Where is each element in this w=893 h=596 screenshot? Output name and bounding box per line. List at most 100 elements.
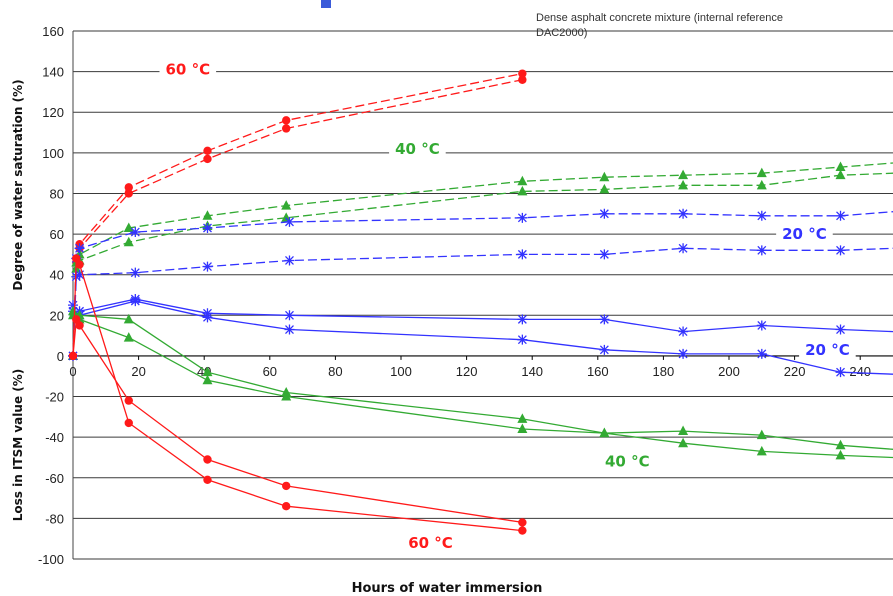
x-tick-label: 160 (587, 364, 609, 379)
series-annotation: 60 °C (165, 61, 210, 79)
data-point (130, 296, 141, 307)
data-point (678, 179, 689, 190)
annotation-background (402, 532, 459, 553)
data-point (202, 374, 213, 385)
data-point (599, 171, 610, 182)
x-tick-label: 200 (718, 364, 740, 379)
data-point (517, 423, 528, 434)
data-point (835, 367, 846, 378)
data-point (678, 243, 689, 254)
series-annotation: 40 °C (605, 453, 650, 471)
x-tick-label: 20 (131, 364, 145, 379)
series-line (72, 317, 523, 524)
x-tick-label: 120 (456, 364, 478, 379)
annotation-background (776, 224, 833, 245)
data-point (203, 154, 212, 164)
data-point (518, 518, 527, 527)
y-axis-title-itsm: Loss in ITSM value (%) (11, 369, 25, 521)
data-point (678, 208, 689, 219)
title-fragment (321, 0, 331, 8)
data-point (203, 455, 212, 464)
y-tick-label: -20 (45, 390, 64, 405)
data-point (282, 124, 291, 133)
data-point (678, 425, 689, 436)
data-point (124, 396, 133, 405)
data-point (123, 236, 134, 247)
data-point (68, 300, 78, 311)
data-point (678, 437, 689, 448)
y-tick-label: 60 (50, 227, 64, 242)
data-point (599, 314, 610, 325)
x-tick-label: 140 (521, 364, 543, 379)
data-point (517, 175, 528, 186)
data-point (281, 212, 292, 222)
y-tick-label: -40 (45, 430, 64, 445)
data-point (281, 200, 292, 210)
y-tick-labels: -100 -80 -60 -40 -20 0 20 40 60 80 100 120 140 160 (38, 24, 64, 567)
data-point (123, 222, 134, 232)
data-point (124, 418, 133, 428)
data-point (835, 210, 846, 221)
data-point (756, 445, 767, 456)
data-point (203, 475, 212, 484)
data-point (835, 169, 846, 180)
x-axis-title: Hours of water immersion (352, 581, 543, 596)
data-point (123, 313, 134, 324)
annotation-background (799, 339, 856, 360)
data-point (124, 189, 133, 198)
data-point (756, 320, 767, 331)
data-point (202, 366, 213, 377)
y-tick-label: 0 (57, 349, 64, 364)
grid-lines (72, 30, 893, 560)
series-itsm-40C (68, 305, 893, 450)
series-saturation-60C (68, 69, 527, 361)
series-line (72, 162, 893, 356)
data-point (756, 179, 767, 190)
data-point (284, 324, 295, 335)
y-tick-label: -60 (45, 471, 64, 486)
series-line (72, 247, 893, 356)
data-point (74, 269, 85, 280)
data-point (599, 427, 610, 438)
data-point (282, 116, 291, 125)
annotation-background (159, 59, 217, 80)
x-tick-label: 220 (784, 364, 806, 379)
data-point (599, 344, 610, 355)
y-tick-label: 80 (50, 186, 64, 201)
data-point (518, 75, 527, 84)
data-point (835, 245, 846, 256)
series-annotation: 40 °C (395, 140, 440, 158)
data-point (517, 212, 528, 223)
data-point (203, 146, 212, 156)
chart-note-line-2: DAC2000) (536, 27, 587, 39)
data-point (517, 334, 528, 345)
data-point (75, 260, 84, 269)
y-tick-label: -100 (38, 552, 64, 567)
data-point (517, 413, 528, 423)
x-tick-label: 0 (69, 364, 76, 379)
data-point (835, 449, 846, 460)
x-tick-label: 80 (328, 364, 342, 379)
annotation-background (389, 138, 446, 159)
title-mask (0, 0, 373, 22)
data-point (202, 210, 213, 220)
x-tick-label: 240 (849, 364, 871, 379)
y-tick-label: 100 (42, 146, 64, 161)
series-saturation-40C (68, 161, 893, 360)
data-point (518, 526, 527, 535)
series-saturation-40C (68, 169, 893, 360)
data-point (756, 210, 767, 221)
data-point (281, 391, 292, 401)
x-tick-label: 100 (390, 364, 412, 379)
data-point (124, 183, 133, 192)
data-point (678, 348, 689, 359)
chart-note-line-1: Dense asphalt concrete mixture (internal… (536, 12, 783, 24)
data-point (835, 324, 846, 335)
data-point (123, 332, 134, 342)
series-annotation: 20 °C (782, 225, 827, 243)
series-itsm-20C (68, 296, 893, 378)
series-layer (68, 69, 893, 535)
data-point (599, 249, 610, 260)
data-point (130, 267, 141, 278)
x-tick-labels: 0 20 40 60 80 100 120 140 160 180 200 220 240 (69, 364, 871, 379)
